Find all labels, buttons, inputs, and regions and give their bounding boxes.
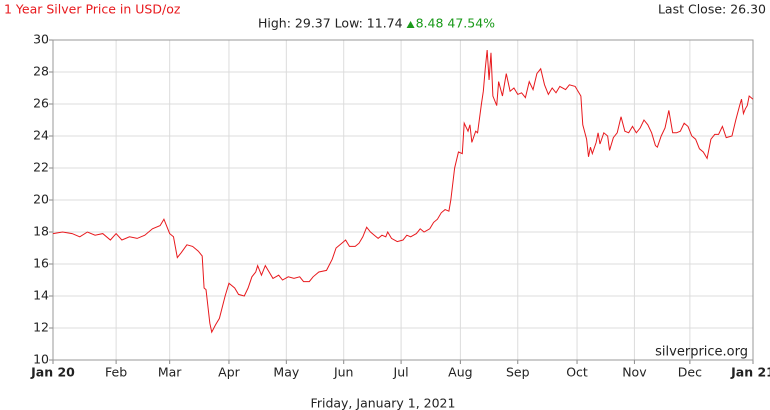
x-tick-label: Feb <box>105 365 127 380</box>
plot-frame <box>52 39 754 361</box>
footer-date: Friday, January 1, 2021 <box>311 396 456 410</box>
y-tick-label: 30 <box>33 32 49 47</box>
x-tick-label: Jan 21 <box>730 365 770 380</box>
chart-title: 1 Year Silver Price in USD/oz <box>4 2 181 17</box>
y-tick-label: 22 <box>33 160 49 175</box>
watermark: silverprice.org <box>655 345 748 360</box>
y-tick-label: 10 <box>33 352 49 367</box>
up-arrow <box>406 21 415 28</box>
y-tick-label: 18 <box>33 224 49 239</box>
y-tick-label: 12 <box>33 320 49 335</box>
y-tick-label: 28 <box>33 64 49 79</box>
x-tick-label: Aug <box>448 365 472 380</box>
summary: High: 29.37 Low: 11.74 <box>258 16 403 31</box>
y-tick-label: 24 <box>33 128 49 143</box>
x-tick-label: Dec <box>678 365 702 380</box>
x-tick-label: Mar <box>158 365 182 380</box>
y-tick-label: 16 <box>33 256 49 271</box>
x-tick-label: Oct <box>566 365 588 380</box>
x-tick-label: Jun <box>333 365 354 380</box>
price-line <box>52 50 754 334</box>
y-tick-label: 26 <box>33 96 49 111</box>
y-tick-label: 20 <box>33 192 49 207</box>
x-tick-label: Apr <box>218 365 240 380</box>
x-tick-label: Nov <box>622 365 647 380</box>
x-tick-label: Sep <box>506 365 530 380</box>
y-tick-label: 14 <box>33 288 49 303</box>
x-tick-label: Jul <box>393 365 409 380</box>
x-tick-label: May <box>273 365 299 380</box>
change: 8.48 47.54% <box>416 16 496 31</box>
x-tick-label: Jan 20 <box>30 365 75 380</box>
last-close: Last Close: 26.30 <box>658 2 766 17</box>
